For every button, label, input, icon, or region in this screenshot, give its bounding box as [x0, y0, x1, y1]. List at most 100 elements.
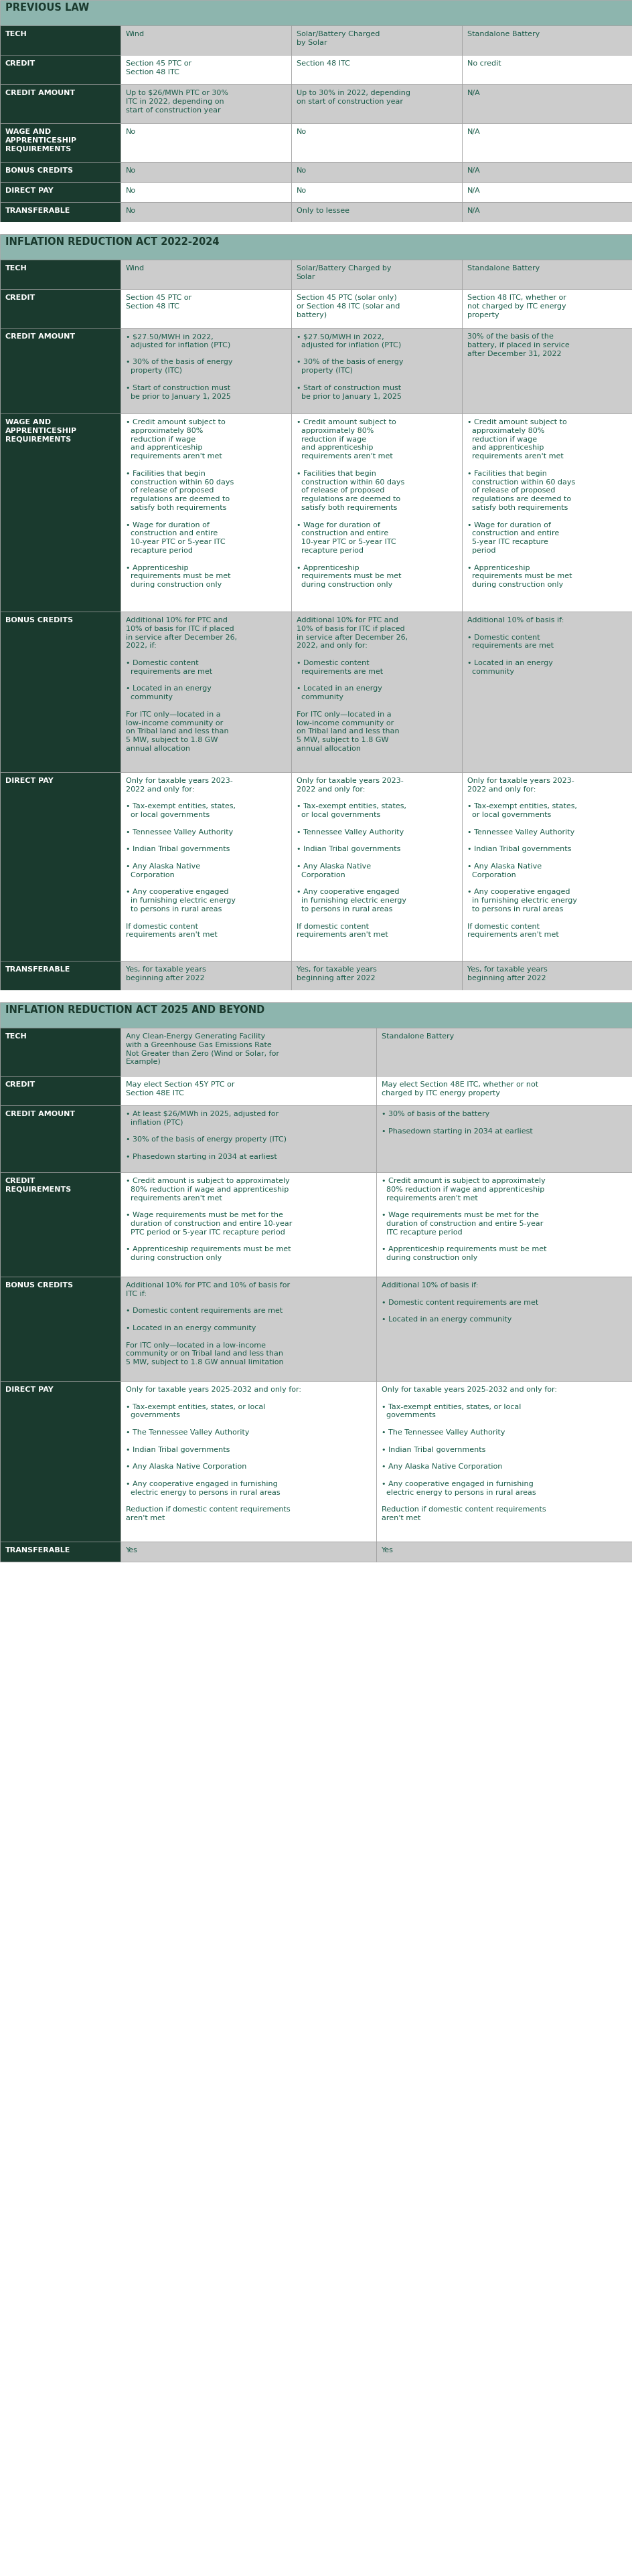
Text: • Credit amount subject to
  approximately 80%
  reduction if wage
  and apprent: • Credit amount subject to approximately… [466, 420, 574, 587]
Text: May elect Section 48E ITC, whether or not
charged by ITC energy property: May elect Section 48E ITC, whether or no… [381, 1082, 538, 1097]
Text: N/A: N/A [466, 90, 480, 95]
Text: • Credit amount subject to
  approximately 80%
  reduction if wage
  and apprent: • Credit amount subject to approximately… [296, 420, 404, 587]
Text: TRANSFERABLE: TRANSFERABLE [5, 209, 71, 214]
Text: Yes, for taxable years
beginning after 2022: Yes, for taxable years beginning after 2… [466, 966, 547, 981]
Bar [0, 124, 120, 162]
Bar [291, 961, 461, 989]
Text: • 30% of basis of the battery

• Phasedown starting in 2034 at earliest: • 30% of basis of the battery • Phasedow… [381, 1110, 532, 1133]
Text: INFLATION REDUCTION ACT 2022-2024: INFLATION REDUCTION ACT 2022-2024 [5, 237, 219, 247]
Text: Only for taxable years 2023-
2022 and only for:

• Tax-exempt entities, states,
: Only for taxable years 2023- 2022 and on… [466, 778, 576, 938]
Text: • At least $26/MWh in 2025, adjusted for
  inflation (PTC)

• 30% of the basis o: • At least $26/MWh in 2025, adjusted for… [125, 1110, 286, 1159]
Bar [0, 1028, 120, 1077]
Bar [461, 162, 632, 183]
Text: Yes, for taxable years
beginning after 2022: Yes, for taxable years beginning after 2… [296, 966, 376, 981]
Text: Standalone Battery: Standalone Battery [466, 31, 539, 39]
Bar [376, 1278, 632, 1381]
Text: Up to $26/MWh PTC or 30%
ITC in 2022, depending on
start of construction year: Up to $26/MWh PTC or 30% ITC in 2022, de… [125, 90, 228, 113]
Text: N/A: N/A [466, 188, 480, 193]
Bar [0, 85, 120, 124]
Bar [461, 611, 632, 773]
Bar [0, 1077, 120, 1105]
Bar [291, 85, 461, 124]
Bar [461, 289, 632, 327]
Bar [291, 289, 461, 327]
Text: Only for taxable years 2023-
2022 and only for:

• Tax-exempt entities, states,
: Only for taxable years 2023- 2022 and on… [296, 778, 406, 938]
Text: Section 45 PTC or
Section 48 ITC: Section 45 PTC or Section 48 ITC [125, 59, 191, 75]
Bar [0, 1540, 120, 1561]
Text: Standalone Battery: Standalone Battery [466, 265, 539, 270]
Bar [0, 162, 120, 183]
Text: CREDIT: CREDIT [5, 294, 35, 301]
Bar [0, 0, 632, 26]
Text: Additional 10% for PTC and
10% of basis for ITC if placed
in service after Decem: Additional 10% for PTC and 10% of basis … [296, 616, 407, 752]
Bar [120, 1028, 376, 1077]
Text: No: No [125, 209, 135, 214]
Bar [120, 201, 291, 222]
Text: Standalone Battery: Standalone Battery [381, 1033, 454, 1041]
Bar [0, 961, 120, 989]
Bar [120, 1540, 376, 1561]
Bar [461, 26, 632, 54]
Bar [376, 1028, 632, 1077]
Bar [120, 1105, 376, 1172]
Bar [0, 1278, 120, 1381]
Bar [291, 327, 461, 415]
Text: Only for taxable years 2025-2032 and only for:

• Tax-exempt entities, states, o: Only for taxable years 2025-2032 and onl… [381, 1386, 557, 1522]
Bar [461, 85, 632, 124]
Bar [120, 26, 291, 54]
Bar [291, 26, 461, 54]
Bar [0, 1172, 120, 1278]
Bar [0, 289, 120, 327]
Bar [120, 415, 291, 611]
Bar [0, 415, 120, 611]
Text: BONUS CREDITS: BONUS CREDITS [5, 1283, 73, 1288]
Bar [291, 162, 461, 183]
Text: N/A: N/A [466, 209, 480, 214]
Text: Yes, for taxable years
beginning after 2022: Yes, for taxable years beginning after 2… [125, 966, 205, 981]
Bar [461, 327, 632, 415]
Text: WAGE AND
APPRENTICESHIP
REQUIREMENTS: WAGE AND APPRENTICESHIP REQUIREMENTS [5, 129, 77, 152]
Text: • Credit amount is subject to approximately
  80% reduction if wage and apprenti: • Credit amount is subject to approximat… [125, 1177, 291, 1262]
Bar [376, 1105, 632, 1172]
Bar [0, 611, 120, 773]
Text: BONUS CREDITS: BONUS CREDITS [5, 167, 73, 175]
Bar [0, 234, 632, 260]
Text: Section 45 PTC (solar only)
or Section 48 ITC (solar and
battery): Section 45 PTC (solar only) or Section 4… [296, 294, 399, 319]
Text: • $27.50/MWH in 2022,
  adjusted for inflation (PTC)

• 30% of the basis of ener: • $27.50/MWH in 2022, adjusted for infla… [296, 332, 403, 399]
Bar [0, 773, 120, 961]
Bar [461, 260, 632, 289]
Bar [120, 124, 291, 162]
Text: N/A: N/A [466, 129, 480, 134]
Text: No credit: No credit [466, 59, 501, 67]
Bar [120, 54, 291, 85]
Bar [461, 183, 632, 201]
Bar [461, 201, 632, 222]
Text: PREVIOUS LAW: PREVIOUS LAW [5, 3, 89, 13]
Text: CREDIT: CREDIT [5, 59, 35, 67]
Bar [120, 1381, 376, 1540]
Bar [291, 611, 461, 773]
Text: Only for taxable years 2023-
2022 and only for:

• Tax-exempt entities, states,
: Only for taxable years 2023- 2022 and on… [125, 778, 235, 938]
Bar [0, 222, 632, 234]
Text: Only for taxable years 2025-2032 and only for:

• Tax-exempt entities, states, o: Only for taxable years 2025-2032 and onl… [125, 1386, 301, 1522]
Bar [120, 611, 291, 773]
Text: Additional 10% for PTC and
10% of basis for ITC if placed
in service after Decem: Additional 10% for PTC and 10% of basis … [125, 616, 236, 752]
Bar [120, 85, 291, 124]
Bar [120, 1172, 376, 1278]
Bar [120, 1278, 376, 1381]
Bar [376, 1540, 632, 1561]
Bar [291, 260, 461, 289]
Bar [0, 327, 120, 415]
Bar [120, 961, 291, 989]
Text: Additional 10% for PTC and 10% of basis for
ITC if:

• Domestic content requirem: Additional 10% for PTC and 10% of basis … [125, 1283, 289, 1365]
Bar [461, 961, 632, 989]
Text: • $27.50/MWH in 2022,
  adjusted for inflation (PTC)

• 30% of the basis of ener: • $27.50/MWH in 2022, adjusted for infla… [125, 332, 232, 399]
Text: Solar/Battery Charged by
Solar: Solar/Battery Charged by Solar [296, 265, 391, 281]
Text: No: No [125, 188, 135, 193]
Bar [120, 327, 291, 415]
Bar [0, 54, 120, 85]
Text: Any Clean-Energy Generating Facility
with a Greenhouse Gas Emissions Rate
Not Gr: Any Clean-Energy Generating Facility wit… [125, 1033, 279, 1066]
Text: No: No [296, 188, 306, 193]
Text: N/A: N/A [466, 167, 480, 175]
Text: 30% of the basis of the
battery, if placed in service
after December 31, 2022: 30% of the basis of the battery, if plac… [466, 332, 569, 358]
